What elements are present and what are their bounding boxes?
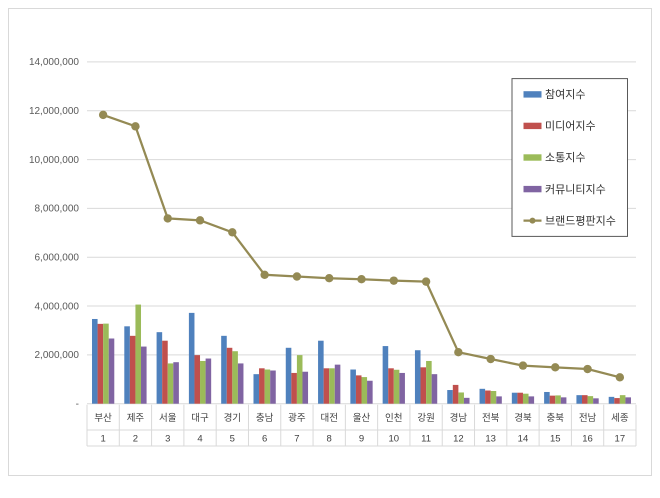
svg-text:6,000,000: 6,000,000 — [35, 253, 80, 264]
svg-text:제주: 제주 — [127, 413, 145, 424]
svg-text:브랜드평판지수: 브랜드평판지수 — [545, 214, 616, 227]
svg-text:15: 15 — [550, 434, 561, 445]
svg-text:경남: 경남 — [450, 412, 468, 424]
svg-text:8,000,000: 8,000,000 — [35, 204, 80, 215]
svg-text:충북: 충북 — [547, 413, 565, 424]
svg-text:10: 10 — [389, 434, 400, 445]
svg-text:4: 4 — [197, 434, 202, 445]
svg-text:참여지수: 참여지수 — [545, 88, 585, 101]
svg-text:소통지수: 소통지수 — [545, 151, 585, 164]
svg-text:전남: 전남 — [579, 413, 597, 424]
svg-text:12: 12 — [453, 434, 464, 445]
svg-text:커뮤니티지수: 커뮤니티지수 — [545, 183, 606, 196]
svg-text:미디어지수: 미디어지수 — [545, 120, 596, 133]
svg-text:2,000,000: 2,000,000 — [35, 350, 80, 361]
svg-text:-: - — [76, 399, 79, 410]
svg-text:5: 5 — [230, 434, 235, 445]
svg-text:13: 13 — [485, 434, 496, 445]
svg-text:14: 14 — [518, 434, 529, 445]
svg-text:14,000,000: 14,000,000 — [29, 57, 79, 68]
svg-text:6: 6 — [262, 434, 267, 445]
svg-text:강원: 강원 — [417, 413, 434, 424]
svg-text:17: 17 — [615, 434, 626, 445]
svg-text:대전: 대전 — [320, 413, 337, 424]
svg-text:4,000,000: 4,000,000 — [35, 301, 80, 312]
svg-text:1: 1 — [101, 434, 106, 445]
svg-text:10,000,000: 10,000,000 — [29, 155, 79, 166]
svg-text:11: 11 — [421, 434, 431, 445]
svg-text:9: 9 — [359, 434, 364, 445]
svg-text:서울: 서울 — [159, 413, 177, 424]
svg-text:7: 7 — [294, 434, 299, 445]
svg-text:부산: 부산 — [94, 413, 112, 424]
svg-text:대구: 대구 — [191, 413, 209, 424]
svg-text:3: 3 — [165, 434, 170, 445]
svg-text:2: 2 — [133, 434, 138, 445]
svg-text:충남: 충남 — [256, 413, 274, 424]
svg-text:울산: 울산 — [353, 413, 371, 424]
svg-text:전북: 전북 — [482, 413, 500, 424]
svg-text:경북: 경북 — [514, 412, 532, 424]
svg-text:8: 8 — [327, 434, 332, 445]
svg-text:12,000,000: 12,000,000 — [29, 106, 79, 117]
svg-text:16: 16 — [582, 434, 593, 445]
svg-text:인천: 인천 — [385, 413, 402, 424]
svg-text:광주: 광주 — [288, 412, 306, 424]
svg-text:세종: 세종 — [611, 413, 629, 424]
svg-text:경기: 경기 — [224, 412, 241, 424]
